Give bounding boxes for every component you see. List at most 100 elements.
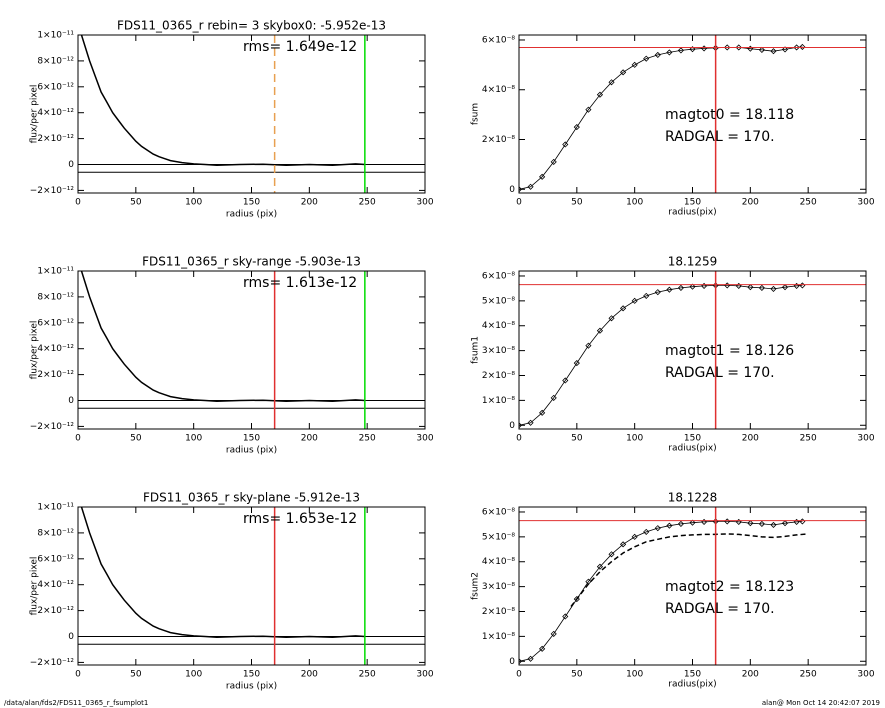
y-tick-label: 1×10⁻⁸ — [482, 396, 515, 406]
marker — [550, 158, 557, 165]
plot-area — [519, 507, 866, 665]
x-tick-label: 150 — [243, 434, 260, 444]
y-tick-label: 5×10⁻⁸ — [482, 532, 515, 542]
x-tick-label: 150 — [684, 198, 701, 208]
marker — [608, 315, 615, 322]
x-tick-label: 300 — [857, 434, 874, 444]
marker — [677, 284, 684, 291]
footer-date: alan@ Mon Oct 14 20:42:07 2019 — [762, 699, 880, 707]
x-axis-label: radius (pix) — [226, 682, 277, 692]
y-axis-label: flux/per pixel — [30, 321, 40, 380]
y-tick-label: 6×10⁻¹² — [37, 554, 74, 564]
marker — [712, 518, 719, 525]
marker — [550, 630, 557, 637]
marker — [677, 47, 684, 54]
x-tick-label: 300 — [416, 670, 433, 680]
marker — [585, 578, 592, 585]
x-tick-label: 0 — [75, 434, 81, 444]
x-tick-label: 300 — [416, 434, 433, 444]
y-axis-label: flux/per pixel — [30, 557, 40, 616]
x-tick-label: 0 — [516, 198, 522, 208]
x-tick-label: 50 — [571, 434, 583, 444]
y-tick-label: 6×10⁻⁸ — [482, 271, 515, 281]
y-tick-label: 2×10⁻⁸ — [482, 607, 515, 617]
marker — [539, 645, 546, 652]
marker — [608, 551, 615, 558]
x-tick-label: 150 — [243, 198, 260, 208]
x-tick-label: 0 — [516, 670, 522, 680]
x-tick-label: 200 — [301, 434, 318, 444]
annotation: magtot1 = 18.126 — [665, 343, 794, 359]
x-tick-label: 300 — [416, 198, 433, 208]
x-tick-label: 100 — [185, 670, 202, 680]
y-tick-label: −2×10⁻¹² — [30, 658, 75, 668]
marker — [747, 284, 754, 291]
marker — [747, 520, 754, 527]
y-tick-label: 4×10⁻⁸ — [482, 85, 515, 95]
x-tick-label: 250 — [800, 670, 817, 680]
y-tick-label: 1×10⁻⁸ — [482, 632, 515, 642]
y-tick-label: 2×10⁻⁸ — [482, 135, 515, 145]
y-tick-label: 6×10⁻¹² — [37, 318, 74, 328]
footer-path: /data/alan/fds2/FDS11_0365_r_fsumplot1 — [4, 699, 148, 707]
annotation: magtot2 = 18.123 — [665, 579, 794, 595]
marker — [620, 69, 627, 76]
y-tick-label: 2×10⁻⁸ — [482, 371, 515, 381]
plot-area — [519, 271, 866, 429]
y-tick-label: −2×10⁻¹² — [30, 186, 75, 196]
annotation: RADGAL = 170. — [665, 365, 775, 381]
y-tick-label: 6×10⁻¹² — [37, 82, 74, 92]
x-tick-label: 50 — [130, 434, 142, 444]
y-tick-label: 4×10⁻¹² — [37, 344, 74, 354]
marker — [596, 327, 604, 334]
y-tick-label: 3×10⁻⁸ — [482, 582, 515, 592]
marker — [724, 282, 731, 289]
y-tick-label: 3×10⁻⁸ — [482, 346, 515, 356]
x-tick-label: 250 — [359, 198, 376, 208]
marker — [527, 183, 534, 190]
y-tick-label: 5×10⁻⁸ — [482, 296, 515, 306]
y-tick-label: 1×10⁻¹¹ — [37, 267, 74, 277]
x-tick-label: 150 — [684, 434, 701, 444]
y-tick-label: 0 — [68, 160, 74, 170]
marker — [562, 141, 569, 148]
marker — [770, 521, 777, 528]
annotation: rms= 1.649e-12 — [243, 39, 357, 55]
chart-title: FDS11_0365_r rebin= 3 skybox0: -5.952e-1… — [117, 19, 386, 33]
annotation: magtot0 = 18.118 — [665, 107, 794, 123]
marker — [666, 49, 673, 56]
marker — [677, 520, 684, 527]
marker — [631, 533, 638, 540]
marker — [781, 284, 789, 291]
x-tick-label: 50 — [130, 198, 142, 208]
x-tick-label: 100 — [626, 434, 643, 444]
x-tick-label: 250 — [359, 434, 376, 444]
marker — [527, 419, 534, 426]
marker — [654, 51, 661, 58]
x-axis-label: radius (pix) — [226, 210, 277, 220]
x-axis-label: radius(pix) — [668, 444, 716, 454]
marker — [666, 522, 673, 529]
x-tick-label: 200 — [301, 198, 318, 208]
y-tick-label: 2×10⁻¹² — [37, 370, 74, 380]
marker — [666, 286, 673, 293]
x-tick-label: 150 — [243, 670, 260, 680]
annotation: rms= 1.613e-12 — [243, 275, 357, 291]
y-tick-label: 0 — [509, 421, 515, 431]
x-tick-label: 50 — [571, 198, 583, 208]
chart-title: 18.1228 — [668, 491, 718, 505]
marker — [562, 377, 569, 384]
frame — [77, 34, 426, 194]
x-tick-label: 100 — [626, 670, 643, 680]
plot-area — [78, 271, 425, 429]
y-tick-label: 1×10⁻¹¹ — [37, 31, 74, 41]
marker — [585, 342, 592, 349]
marker — [712, 282, 719, 289]
y-tick-label: 0 — [68, 396, 74, 406]
marker — [770, 48, 777, 55]
marker — [631, 297, 638, 304]
y-axis-label: fsum2 — [471, 572, 481, 600]
marker — [573, 123, 580, 131]
x-axis-label: radius (pix) — [226, 446, 277, 456]
